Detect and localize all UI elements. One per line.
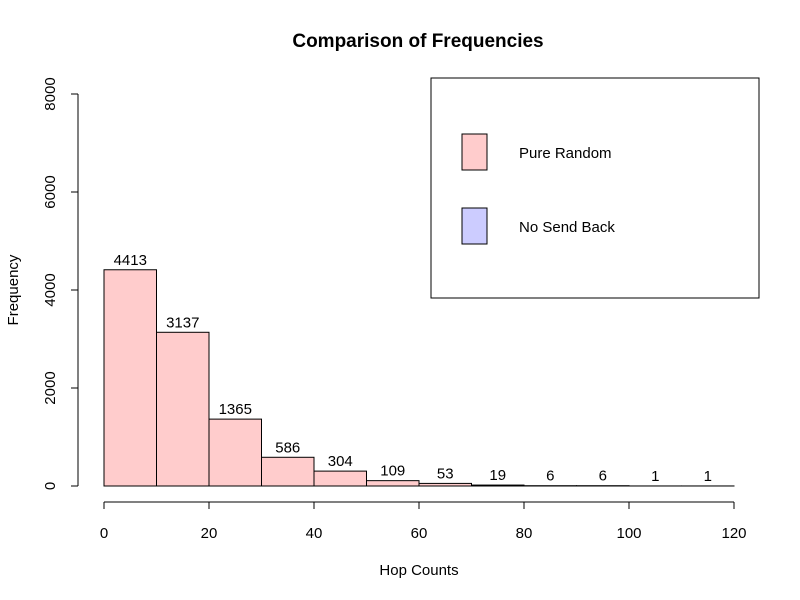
x-tick-label: 80 — [516, 525, 533, 542]
x-tick-label: 100 — [616, 525, 641, 542]
x-tick-label: 0 — [100, 525, 108, 542]
y-axis: 0 2000 4000 6000 8000 — [42, 77, 79, 490]
y-tick-label: 2000 — [42, 371, 59, 404]
histogram-bar — [418, 482, 472, 487]
x-axis-label: Hop Counts — [379, 562, 458, 579]
bar-labels-group: 4413 3137 1365 586 304 109 53 19 6 6 1 1 — [114, 252, 712, 485]
bar-value-label: 109 — [380, 463, 405, 480]
histogram-bar — [261, 456, 315, 487]
bar-value-label: 53 — [437, 465, 454, 482]
x-axis: 0 20 40 60 80 100 120 — [100, 501, 747, 542]
x-tick-label: 120 — [721, 525, 746, 542]
legend: Pure Random No Send Back — [430, 77, 760, 299]
bar-value-label: 6 — [599, 468, 607, 485]
bar-value-label: 304 — [328, 453, 353, 470]
legend-box — [430, 77, 760, 299]
bar-value-label: 586 — [275, 439, 300, 456]
legend-swatch-pure-random — [461, 133, 488, 171]
bars-group — [103, 269, 735, 487]
histogram-bar — [471, 484, 525, 487]
bar-value-label: 1 — [651, 468, 659, 485]
bar-value-label: 6 — [546, 468, 554, 485]
bar-value-label: 4413 — [114, 252, 147, 269]
x-tick-label: 60 — [411, 525, 428, 542]
histogram-bar — [366, 480, 420, 487]
legend-label-pure-random: Pure Random — [519, 145, 612, 162]
histogram-bar — [313, 470, 367, 487]
x-tick-label: 40 — [306, 525, 323, 542]
bar-value-label: 19 — [489, 467, 506, 484]
y-tick-label: 0 — [42, 482, 59, 490]
legend-swatch-no-send-back — [461, 207, 488, 245]
y-tick-label: 4000 — [42, 273, 59, 306]
histogram-bar — [156, 331, 210, 487]
chart-title: Comparison of Frequencies — [292, 31, 543, 52]
y-tick-label: 8000 — [42, 77, 59, 110]
histogram-bar — [208, 418, 262, 487]
bar-value-label: 1365 — [219, 401, 252, 418]
legend-label-no-send-back: No Send Back — [519, 219, 615, 236]
y-tick-label: 6000 — [42, 175, 59, 208]
histogram-bar — [103, 269, 157, 487]
bar-value-label: 3137 — [166, 314, 199, 331]
x-tick-label: 20 — [201, 525, 218, 542]
y-axis-label: Frequency — [5, 254, 22, 325]
bar-value-label: 1 — [704, 468, 712, 485]
